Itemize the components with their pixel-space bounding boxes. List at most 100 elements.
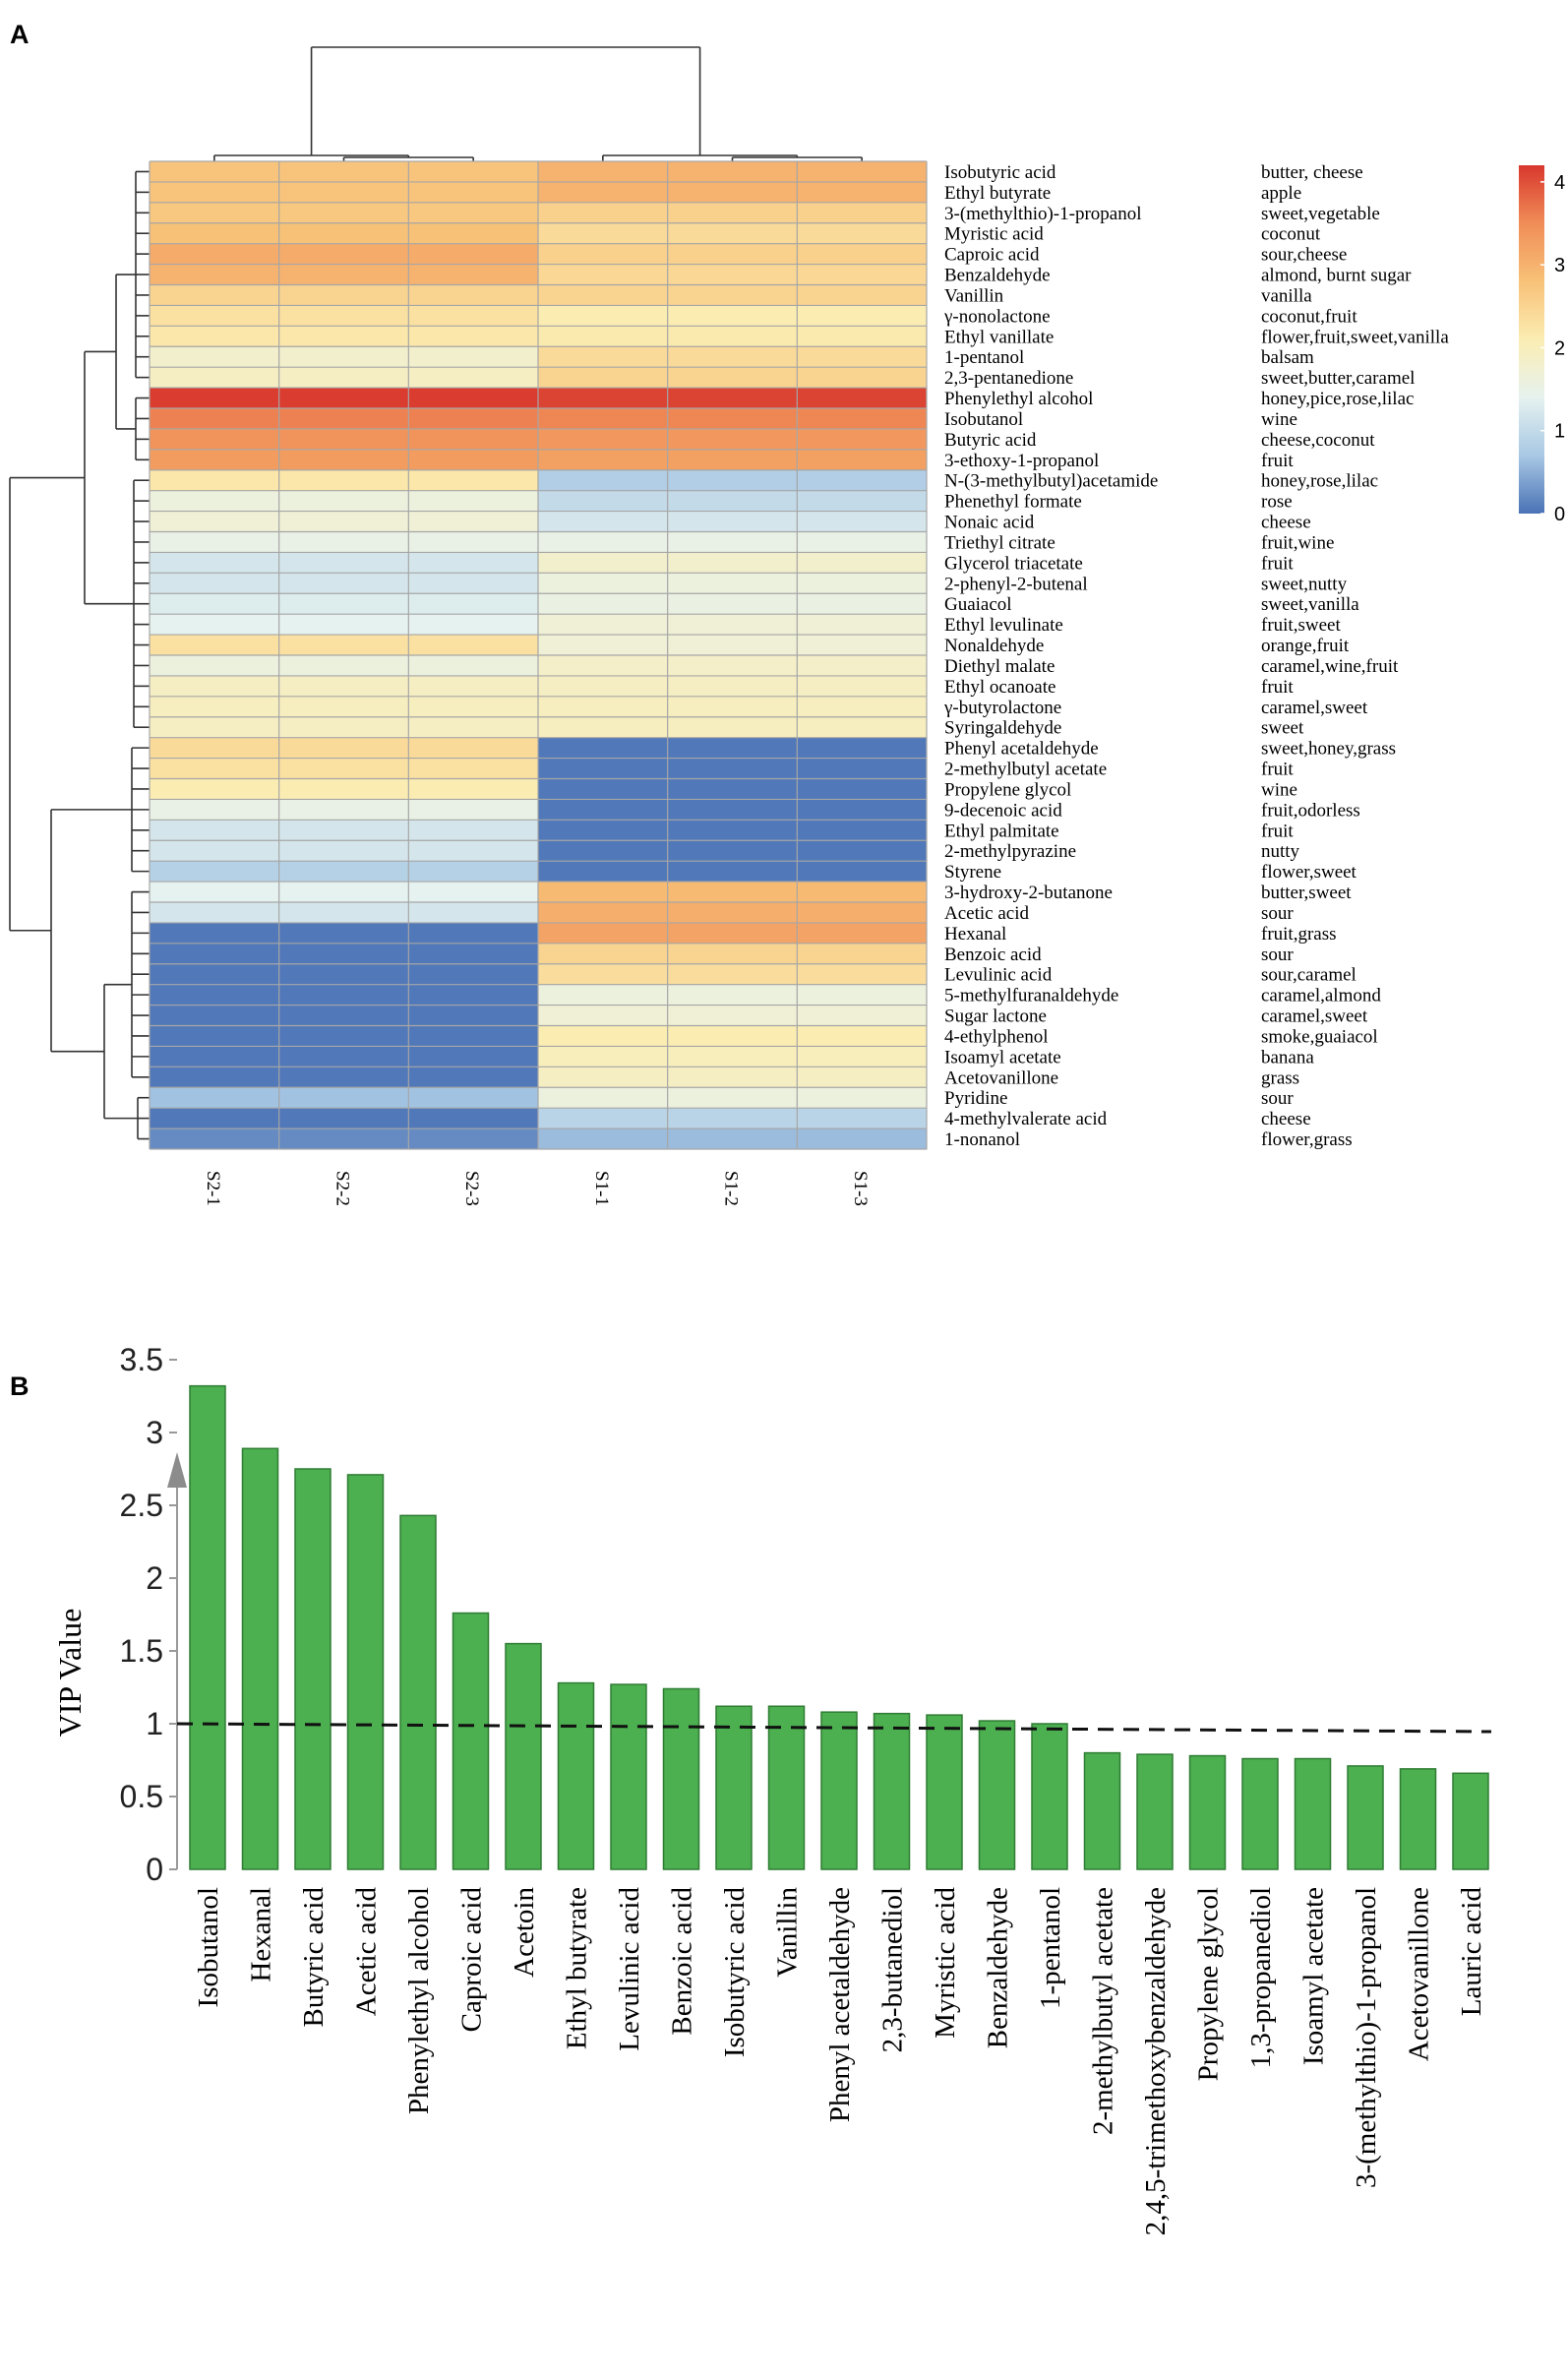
heatmap-cell (278, 222, 409, 245)
heatmap-cell (538, 408, 669, 430)
heatmap-cell (538, 861, 669, 883)
bar (1399, 1768, 1437, 1870)
heatmap-odor-labels: butter, cheeseapplesweet,vegetablecoconu… (1261, 162, 1449, 1150)
odor-label: fruit (1261, 451, 1294, 471)
heatmap-cell (797, 902, 928, 924)
heatmap-cell (278, 1087, 409, 1109)
heatmap-cell (150, 737, 280, 760)
heatmap-cell (278, 408, 409, 430)
odor-label: caramel,wine,fruit (1261, 656, 1399, 677)
heatmap-cell (278, 573, 409, 594)
x-tick-label: Isobutyric acid (719, 1887, 751, 2058)
heatmap-cell (797, 1025, 928, 1047)
column-label: S2-2 (332, 1171, 353, 1206)
odor-label: smoke,guaiacol (1261, 1026, 1378, 1047)
odor-label: caramel,sweet (1261, 698, 1368, 718)
heatmap-cell (797, 202, 928, 224)
compound-label: 2,3-pentanedione (944, 368, 1073, 389)
heatmap-cell (538, 490, 669, 513)
odor-label: cheese (1261, 513, 1311, 533)
x-tick-label: Acetic acid (351, 1887, 383, 2017)
heatmap-cell (667, 635, 798, 656)
heatmap-cell (797, 284, 928, 306)
heatmap-cell (150, 1005, 280, 1026)
heatmap-cell (538, 264, 669, 285)
compound-label: Myristic acid (944, 224, 1044, 245)
bar (189, 1384, 226, 1870)
compound-label: Guaiacol (944, 594, 1012, 615)
heatmap-cell (538, 202, 669, 224)
heatmap-cell (667, 367, 798, 389)
heatmap-cell (278, 181, 409, 204)
heatmap-cell (797, 984, 928, 1006)
y-axis: 0 0.5 1 1.5 2 2.5 3 3.5 (120, 1342, 187, 1887)
heatmap-cell (797, 1046, 928, 1067)
bar (1031, 1723, 1068, 1870)
heatmap-cell (538, 552, 669, 574)
color-scale-tick-label: 2 (1554, 337, 1565, 359)
heatmap-cell (278, 428, 409, 451)
compound-label: Acetovanillone (944, 1067, 1058, 1088)
compound-label: γ-nonolactone (943, 306, 1051, 327)
heatmap-cell (278, 635, 409, 656)
heatmap-cell (797, 943, 928, 965)
column-dendrogram (213, 46, 863, 161)
heatmap-cell (538, 1025, 669, 1047)
x-tick-label: Vanillin (772, 1887, 804, 1978)
heatmap-cell (667, 716, 798, 739)
heatmap-cell (538, 469, 669, 492)
compound-label: 1-pentanol (944, 347, 1024, 368)
bar (715, 1705, 753, 1870)
heatmap-cell (150, 778, 280, 800)
heatmap-cell (667, 675, 798, 698)
heatmap-cell (408, 758, 539, 779)
bar (662, 1687, 700, 1870)
heatmap-cell (408, 861, 539, 883)
heatmap-cell (150, 1025, 280, 1047)
compound-label: Propylene glycol (944, 779, 1071, 800)
heatmap-cell (150, 1067, 280, 1088)
heatmap-cell (797, 882, 928, 903)
heatmap-cell (408, 367, 539, 389)
compound-label: 1-nonanol (944, 1129, 1020, 1150)
compound-label: γ-butyrolactone (943, 698, 1061, 718)
bar (873, 1712, 911, 1870)
heatmap-cell (408, 243, 539, 266)
heatmap-cell (150, 408, 280, 430)
heatmap-cell (667, 1108, 798, 1129)
heatmap-cell (150, 305, 280, 327)
bar (767, 1705, 806, 1870)
heatmap-cell (408, 1067, 539, 1088)
heatmap-cell (797, 593, 928, 615)
compound-label: Pyridine (944, 1088, 1007, 1109)
heatmap-cell (797, 222, 928, 245)
odor-label: fruit (1261, 760, 1294, 780)
heatmap-cell (667, 264, 798, 285)
heatmap-cell (278, 449, 409, 471)
odor-label: coconut,fruit (1261, 306, 1357, 327)
heatmap-cell (797, 346, 928, 368)
heatmap-cell (278, 882, 409, 903)
bar (1136, 1753, 1174, 1870)
compound-label: Styrene (944, 862, 1001, 883)
heatmap-cell (667, 1005, 798, 1026)
x-tick-label: 1-pentanol (1035, 1887, 1066, 2009)
heatmap-cell (538, 181, 669, 204)
compound-label: Isobutanol (944, 409, 1023, 430)
compound-label: 2-methylpyrazine (944, 841, 1076, 862)
compound-label: Acetic acid (944, 903, 1029, 924)
heatmap-cell (408, 778, 539, 800)
heatmap-cell (538, 614, 669, 636)
heatmap-cell (667, 428, 798, 451)
compound-label: 4-methylvalerate acid (944, 1109, 1108, 1129)
odor-label: fruit,wine (1261, 532, 1334, 553)
heatmap-cell (408, 922, 539, 945)
heatmap-cell (797, 511, 928, 532)
heatmap-cell (797, 264, 928, 285)
heatmap-cell (408, 675, 539, 698)
odor-label: balsam (1261, 347, 1314, 368)
compound-label: Ethyl levulinate (944, 615, 1063, 636)
heatmap-cell (408, 655, 539, 677)
odor-label: coconut (1261, 224, 1321, 245)
color-scale-bar (1519, 165, 1544, 514)
